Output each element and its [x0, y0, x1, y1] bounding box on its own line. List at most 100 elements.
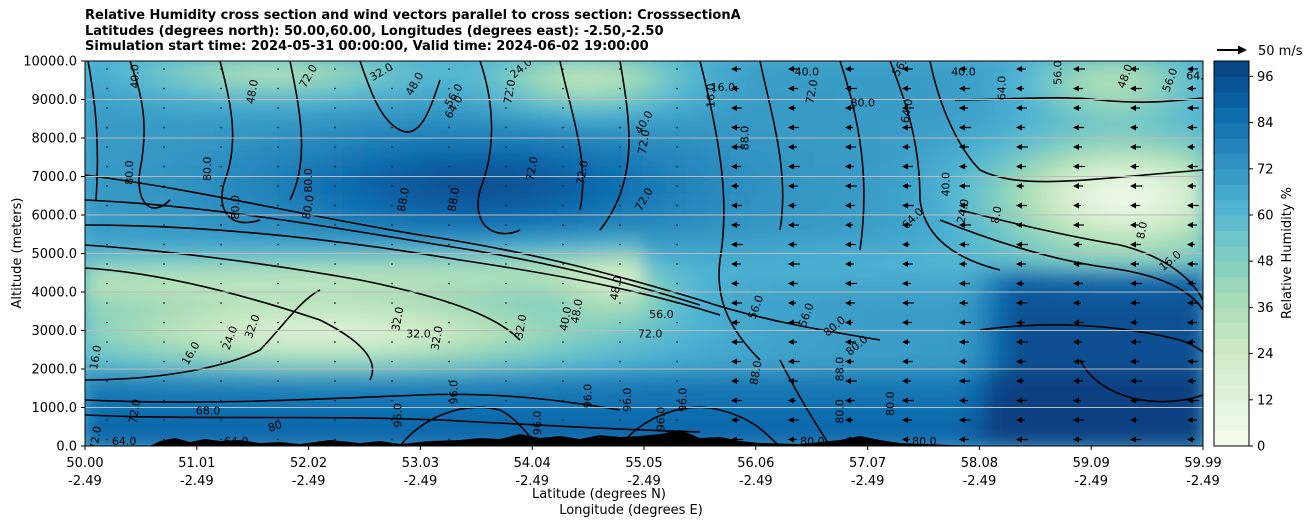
- field-cell: [85, 148, 108, 166]
- field-cell: [449, 104, 473, 122]
- field-cell: [127, 311, 151, 329]
- field-cell: [428, 178, 452, 196]
- wind-dot: [391, 360, 393, 363]
- field-cell: [385, 252, 409, 270]
- field-cell: [213, 237, 237, 255]
- field-cell: [901, 311, 925, 329]
- field-cell: [686, 385, 710, 403]
- field-cell: [879, 370, 903, 388]
- field-cell: [213, 61, 237, 77]
- field-cell: [127, 193, 151, 211]
- field-cell: [514, 282, 538, 299]
- wind-dot: [391, 321, 393, 324]
- field-cell: [299, 74, 323, 92]
- x-tick-label-lat: 56.06: [737, 456, 774, 471]
- field-cell: [385, 178, 409, 196]
- field-cell: [578, 193, 602, 211]
- field-cell: [320, 252, 344, 270]
- field-cell: [170, 89, 194, 107]
- field-cell: [879, 400, 903, 418]
- contour-label: 64.0: [112, 435, 137, 448]
- field-cell: [729, 252, 753, 270]
- field-cell: [385, 267, 409, 285]
- field-cell: [621, 237, 645, 255]
- contour-line: [779, 359, 831, 446]
- wind-arrowhead: [1073, 397, 1079, 404]
- field-cell: [535, 267, 559, 285]
- field-cell: [1159, 415, 1183, 433]
- field-cell: [965, 356, 989, 373]
- field-cell: [191, 74, 215, 92]
- field-cell: [320, 74, 344, 92]
- field-cell: [170, 148, 194, 166]
- wind-arrowhead: [731, 85, 737, 92]
- field-cell: [729, 222, 753, 240]
- field-cell: [1051, 104, 1075, 122]
- contour-label: 80.0: [123, 160, 136, 185]
- field-cell: [170, 193, 194, 211]
- field-cell: [213, 370, 237, 388]
- field-cell: [471, 252, 495, 270]
- contour-line: [289, 61, 303, 201]
- field-cell: [879, 311, 903, 329]
- wind-dot: [619, 399, 621, 402]
- field-cell: [922, 134, 946, 151]
- wind-arrowhead: [845, 105, 851, 111]
- field-cell: [686, 326, 710, 344]
- field-cell: [1137, 148, 1161, 166]
- field-cell: [85, 385, 108, 403]
- field-cell: [772, 208, 796, 225]
- field-cell: [922, 296, 946, 314]
- field-cell: [600, 311, 624, 329]
- field-cell: [514, 356, 538, 373]
- wind-arrowhead: [1016, 280, 1022, 287]
- field-cell: [643, 61, 667, 77]
- field-cell: [664, 267, 688, 285]
- wind-dot: [220, 360, 222, 363]
- field-cell: [836, 193, 860, 211]
- field-cell: [320, 134, 344, 151]
- wind-dot: [220, 165, 222, 168]
- field-cell: [471, 400, 495, 418]
- field-cell: [342, 400, 366, 418]
- field-cell: [987, 385, 1011, 403]
- wind-arrowhead: [902, 241, 908, 248]
- field-cell: [944, 370, 968, 388]
- wind-dot: [106, 263, 108, 265]
- wind-arrowhead: [959, 261, 965, 267]
- field-cell: [535, 282, 559, 299]
- wind-arrowhead: [1016, 202, 1022, 209]
- wind-dot: [163, 87, 165, 90]
- field-cell: [277, 61, 301, 77]
- wind-dot: [277, 243, 279, 246]
- wind-dot: [619, 146, 621, 148]
- field-cell: [1094, 193, 1118, 211]
- field-cell: [191, 61, 215, 77]
- wind-dot: [277, 282, 279, 285]
- field-cell: [1159, 400, 1183, 418]
- field-cell: [363, 311, 387, 329]
- field-cell: [428, 148, 452, 166]
- wind-dot: [448, 224, 450, 226]
- field-cell: [213, 400, 237, 418]
- field-cell: [1051, 430, 1075, 446]
- field-cell: [858, 296, 882, 314]
- wind-dot: [505, 360, 507, 363]
- field-cell: [299, 252, 323, 270]
- wind-dot: [220, 380, 222, 382]
- field-cell: [363, 134, 387, 151]
- wind-arrowhead: [788, 85, 794, 92]
- wind-arrowhead: [1073, 319, 1079, 326]
- wind-dot: [448, 341, 450, 343]
- field-cell: [772, 222, 796, 240]
- field-cell: [578, 89, 602, 107]
- field-cell: [492, 385, 516, 403]
- field-cell: [1137, 400, 1161, 418]
- wind-dot: [220, 302, 222, 304]
- field-cell: [1008, 208, 1032, 225]
- field-cell: [750, 148, 774, 166]
- field-cell: [1008, 74, 1032, 92]
- colorbar-label: Relative Humidity %: [1280, 187, 1295, 319]
- field-cell: [342, 237, 366, 255]
- field-cell: [1180, 74, 1203, 92]
